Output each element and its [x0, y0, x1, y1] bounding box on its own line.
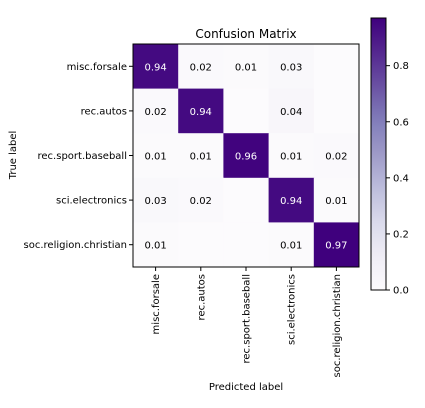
cell-value-label: 0.01: [325, 196, 347, 207]
x-tick-label: rec.autos: [196, 274, 207, 320]
x-axis-label: Predicted label: [209, 382, 283, 393]
cell-value-label: 0.02: [144, 107, 166, 118]
heatmap-cell: [313, 177, 360, 223]
y-tick-label: rec.autos: [81, 106, 127, 117]
y-axis-ticks: misc.forsale rec.autos rec.sport.baseball s…: [24, 62, 133, 251]
heatmap-cell: [178, 44, 224, 90]
heatmap-cell: [223, 133, 270, 179]
cell-value-label: 0.02: [190, 196, 212, 207]
heatmap-cell: [178, 222, 224, 268]
cell-value-label: 0.01: [144, 241, 166, 252]
y-tick-label: rec.sport.baseball: [38, 151, 127, 162]
heatmap-cell: [133, 88, 179, 134]
plot-frame: [132, 43, 360, 268]
cell-value-label: 0.01: [190, 152, 212, 163]
colorbar-tick-label: 0.0: [393, 286, 409, 297]
cell-value-label: 0.94: [280, 196, 302, 207]
cell-value-label: 0.94: [144, 62, 166, 73]
x-tick-label: sci.electronics: [287, 274, 298, 345]
heatmap-cell: [133, 177, 179, 223]
heatmap-cell: [313, 222, 360, 268]
cell-value-label: 0.03: [280, 62, 302, 73]
y-tick-label: misc.forsale: [67, 62, 127, 73]
cell-annotations: 0.94 0.02 0.01 0.03 0.02 0.94 0.04 0.01 0.01 0.96…: [144, 62, 347, 251]
cell-value-label: 0.03: [144, 196, 166, 207]
colorbar-tick-label: 0.6: [393, 117, 409, 128]
cell-value-label: 0.96: [235, 152, 257, 163]
cell-value-label: 0.97: [325, 241, 347, 252]
x-tick-label: soc.religion.christian: [332, 274, 343, 377]
heatmap-cells: [133, 44, 360, 268]
colorbar-gradient: [370, 17, 387, 291]
heatmap-cell: [223, 222, 270, 268]
y-tick-label: sci.electronics: [56, 196, 127, 207]
cell-value-label: 0.01: [280, 241, 302, 252]
cell-value-label: 0.01: [144, 152, 166, 163]
heatmap-cell: [133, 222, 179, 268]
heatmap-cell: [268, 44, 315, 90]
heatmap-cell: [178, 133, 224, 179]
y-tick-label: soc.religion.christian: [24, 240, 127, 251]
heatmap-cell: [313, 88, 360, 134]
cell-value-label: 0.94: [190, 107, 212, 118]
cell-value-label: 0.02: [190, 62, 212, 73]
heatmap-cell: [223, 177, 270, 223]
cell-value-label: 0.02: [325, 152, 347, 163]
heatmap-cell: [133, 44, 179, 90]
colorbar-tick-label: 0.2: [393, 229, 409, 240]
heatmap-cell: [268, 222, 315, 268]
y-axis-label: True label: [8, 131, 19, 181]
x-tick-label: rec.sport.baseball: [242, 274, 253, 363]
x-tick-label: misc.forsale: [151, 274, 162, 334]
chart-title: Confusion Matrix: [195, 27, 296, 41]
x-axis-ticks: misc.forsale rec.autos rec.sport.baseball s…: [151, 267, 343, 377]
cell-value-label: 0.01: [235, 62, 257, 73]
heatmap-cell: [268, 177, 315, 223]
heatmap-cell: [268, 88, 315, 134]
heatmap-cell: [223, 88, 270, 134]
heatmap-cell: [133, 133, 179, 179]
colorbar-tick-label: 0.4: [393, 173, 409, 184]
heatmap-cell: [223, 44, 270, 90]
heatmap-cell: [178, 177, 224, 223]
cell-value-label: 0.01: [280, 152, 302, 163]
cell-value-label: 0.04: [280, 107, 302, 118]
colorbar-tick-label: 0.8: [393, 61, 409, 72]
heatmap-cell: [268, 133, 315, 179]
heatmap-cell: [313, 44, 360, 90]
colorbar: 0.0 0.2 0.4 0.6 0.8: [370, 17, 409, 297]
heatmap-cell: [178, 88, 224, 134]
heatmap-cell: [313, 133, 360, 179]
